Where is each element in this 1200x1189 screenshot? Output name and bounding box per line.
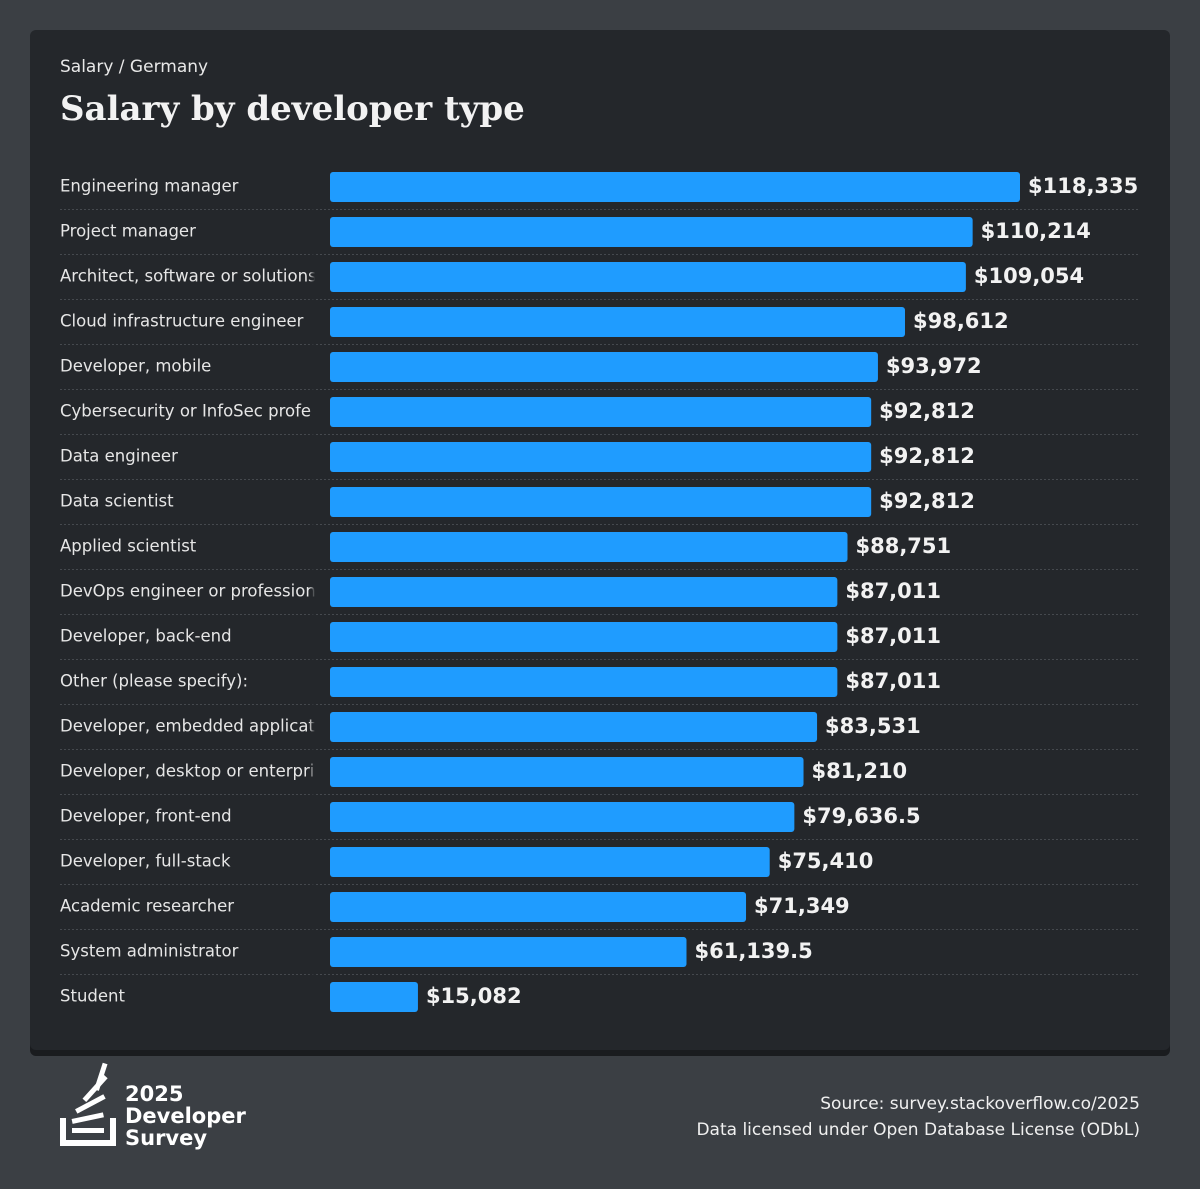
value-label: $92,812	[879, 444, 975, 468]
category-label: Architect, software or solutions	[60, 267, 317, 286]
category-label: Data scientist	[60, 492, 174, 511]
value-label: $92,812	[879, 399, 975, 423]
value-label: $88,751	[855, 534, 951, 558]
value-label: $87,011	[845, 624, 941, 648]
category-label: Developer, mobile	[60, 357, 211, 376]
value-label: $75,410	[778, 849, 874, 873]
bar	[330, 802, 795, 832]
category-label: Data engineer	[60, 447, 178, 466]
bar	[330, 622, 838, 652]
bar	[330, 397, 872, 427]
bar	[330, 262, 966, 292]
value-label: $61,139.5	[694, 939, 812, 963]
bar	[330, 847, 770, 877]
category-label: Academic researcher	[60, 897, 234, 916]
bar	[330, 667, 838, 697]
rows: Engineering manager Project manager Archit…	[60, 150, 1140, 1030]
value-label: $118,335	[1028, 174, 1138, 198]
category-label: Developer, embedded applicat	[60, 717, 315, 736]
value-label: $87,011	[845, 669, 941, 693]
source: Source: survey.stackoverflow.co/2025	[820, 1094, 1140, 1114]
logo-text: Developer	[125, 1104, 247, 1128]
value-label: $109,054	[974, 264, 1084, 288]
value-label: $110,214	[981, 219, 1091, 243]
logo: 2025 Developer Survey	[60, 1062, 247, 1150]
bar	[330, 892, 747, 922]
logo-bar	[72, 1128, 104, 1133]
logo-tray	[60, 1118, 116, 1146]
subtitle: Salary / Germany	[60, 57, 208, 77]
bar	[330, 982, 418, 1012]
bar	[330, 712, 818, 742]
category-label: Other (please specify):	[60, 672, 248, 691]
category-label: Engineering manager	[60, 177, 239, 196]
chart-title: Salary by developer type	[60, 89, 525, 129]
bar	[330, 937, 687, 967]
logo-bar	[71, 1112, 104, 1124]
bar	[330, 757, 804, 787]
category-label: Project manager	[60, 222, 196, 241]
value-label: $83,531	[825, 714, 921, 738]
bar	[330, 487, 872, 517]
category-label: Applied scientist	[60, 537, 197, 556]
value-label: $87,011	[845, 579, 941, 603]
category-label: Developer, front-end	[60, 807, 232, 826]
label-fade	[255, 150, 315, 1030]
bar	[330, 532, 848, 562]
bar	[330, 172, 1020, 202]
category-label: Developer, full-stack	[60, 852, 231, 871]
value-label: $79,636.5	[802, 804, 920, 828]
value-label: $15,082	[426, 984, 522, 1008]
category-label: Cloud infrastructure engineer	[60, 312, 304, 331]
value-label: $81,210	[812, 759, 908, 783]
logo-text: 2025	[125, 1082, 183, 1106]
bar	[330, 307, 905, 337]
category-label: Developer, back-end	[60, 627, 232, 646]
category-label: Developer, desktop or enterpri	[60, 762, 314, 781]
bar	[330, 577, 838, 607]
value-label: $93,972	[886, 354, 982, 378]
license: Data licensed under Open Database Licens…	[696, 1120, 1140, 1140]
value-label: $92,812	[879, 489, 975, 513]
bar	[330, 352, 878, 382]
value-label: $71,349	[754, 894, 850, 918]
category-label: System administrator	[60, 942, 239, 961]
logo-text: Survey	[125, 1126, 207, 1150]
category-label: DevOps engineer or profession	[60, 582, 316, 601]
category-labels: Engineering manager Project manager Archit…	[60, 177, 317, 1006]
bar	[330, 442, 872, 472]
logo-bar	[94, 1062, 108, 1091]
logo-bar	[75, 1094, 106, 1114]
category-label: Cybersecurity or InfoSec profe	[60, 402, 311, 421]
value-label: $98,612	[913, 309, 1009, 333]
bar	[330, 217, 973, 247]
category-label: Student	[60, 987, 125, 1006]
